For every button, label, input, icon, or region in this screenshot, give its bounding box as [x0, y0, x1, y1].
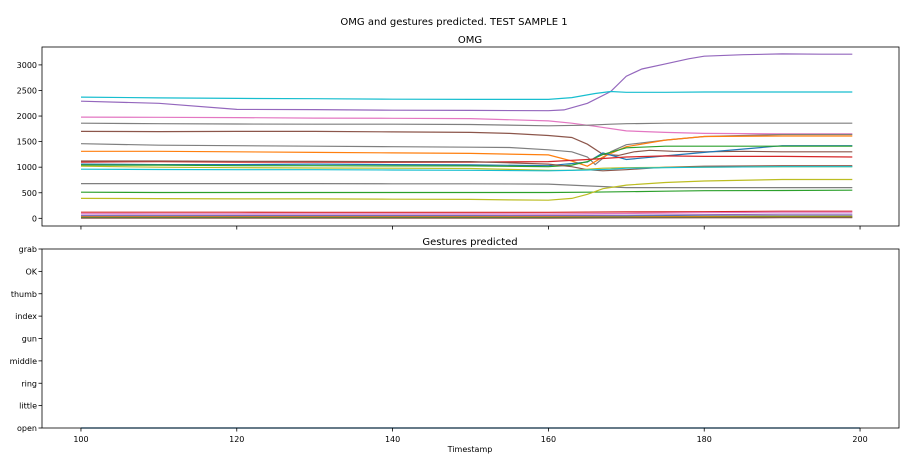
omg-series-line	[81, 210, 853, 213]
omg-series-line	[81, 145, 853, 168]
omg-series-line	[81, 213, 853, 217]
gestures-xtick-label: 160	[541, 435, 556, 444]
omg-ytick-label: 3000	[17, 61, 37, 70]
omg-series-line	[80, 166, 853, 172]
omg-series-line	[80, 211, 853, 215]
gestures-xlabel: Timestamp	[447, 445, 493, 454]
omg-axes: 0 500 1000 1500 2000 2500 3000	[17, 61, 861, 230]
omg-ytick-label: 0	[32, 214, 37, 223]
omg-series-line	[80, 145, 853, 167]
omg-ytick-label: 2500	[17, 86, 37, 95]
omg-series-line	[80, 90, 853, 101]
omg-ytick-label: 2000	[17, 112, 37, 121]
omg-series-line	[80, 53, 853, 112]
gestures-xtick-label: 120	[229, 435, 244, 444]
gestures-axes: 100 120 140 160 180 200 open little ring middle gu…	[10, 245, 868, 444]
gestures-ytick-label: OK	[25, 267, 37, 276]
gestures-subplot-title: Gestures predicted	[422, 237, 517, 248]
gestures-plot-frame	[41, 248, 900, 429]
omg-series-line	[81, 135, 853, 167]
omg-series-line	[81, 160, 853, 172]
gestures-ytick-label: little	[19, 402, 37, 411]
omg-series-group	[80, 53, 853, 219]
omg-ytick-label: 1000	[17, 163, 37, 172]
omg-series-line	[80, 189, 853, 194]
omg-plot-frame	[41, 46, 900, 227]
omg-series-line	[81, 215, 853, 218]
omg-subplot: OMG 0 500 1000 1500 2000 2500 3000	[17, 35, 900, 230]
gestures-ytick-label: gun	[22, 335, 37, 344]
gestures-xtick-label: 180	[697, 435, 712, 444]
gestures-ytick-label: thumb	[11, 290, 37, 299]
omg-series-line	[80, 155, 853, 163]
gestures-xtick-label: 200	[852, 435, 867, 444]
gestures-subplot: Gestures predicted 100 120 140 160 180 200 ope…	[10, 237, 900, 454]
gestures-ytick-label: open	[17, 424, 37, 433]
gestures-ytick-label: index	[15, 312, 37, 321]
omg-series-line	[80, 116, 853, 135]
gestures-xtick-label: 140	[385, 435, 400, 444]
omg-ytick-label: 500	[22, 189, 37, 198]
figure-title: OMG and gestures predicted. TEST SAMPLE …	[340, 17, 567, 28]
gestures-xtick-label: 100	[73, 435, 88, 444]
omg-series-line	[81, 183, 853, 189]
omg-subplot-title: OMG	[458, 35, 482, 46]
omg-ytick-label: 1500	[17, 138, 37, 147]
gestures-ytick-label: middle	[10, 357, 37, 366]
omg-series-line	[80, 122, 853, 127]
gestures-ytick-label: ring	[21, 379, 37, 388]
omg-series-line	[80, 178, 853, 201]
gestures-ytick-label: grab	[19, 245, 37, 254]
